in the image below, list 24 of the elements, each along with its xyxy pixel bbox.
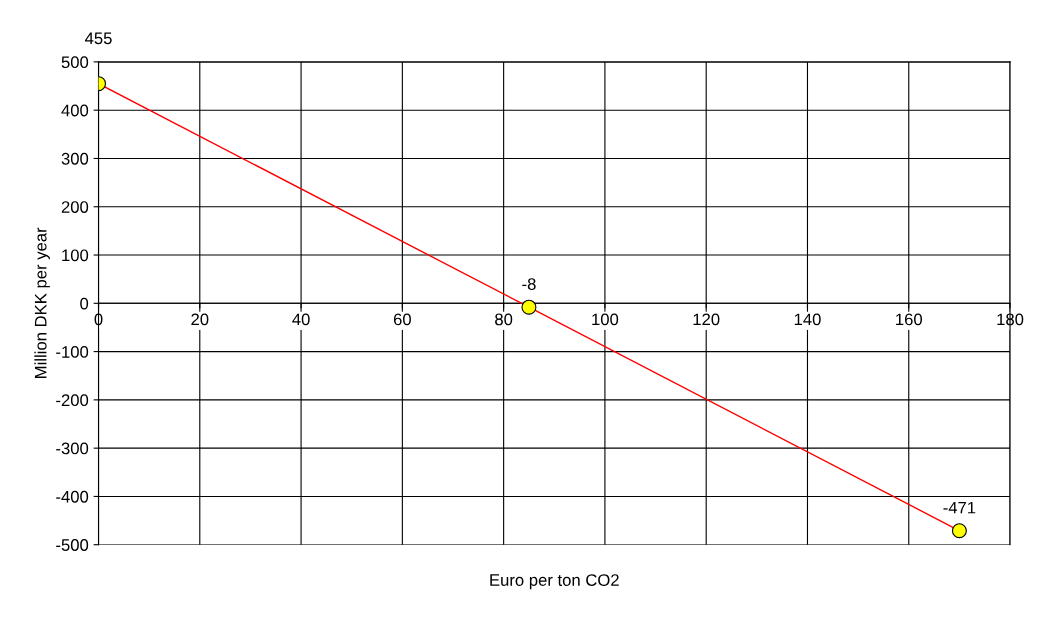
y-tick-label: -300 — [56, 442, 89, 455]
y-tick-label: -500 — [56, 539, 89, 551]
x-tick-label: 40 — [292, 313, 310, 326]
y-tick-label: -100 — [56, 345, 89, 358]
x-axis-title: Euro per ton CO2 — [490, 574, 619, 590]
y-tick-label: 300 — [61, 152, 89, 165]
y-tick-label: 500 — [61, 56, 89, 69]
x-tick-label: 80 — [495, 313, 513, 326]
y-tick-label: 0 — [80, 297, 89, 310]
x-tick-label: 160 — [896, 313, 923, 326]
data-label: 455 — [85, 32, 112, 45]
y-tick-label: 400 — [61, 104, 89, 117]
y-tick-label: -400 — [56, 490, 89, 503]
y-tick-label: 200 — [61, 201, 89, 213]
x-tick-label: 60 — [393, 313, 411, 326]
data-label: -471 — [943, 501, 976, 514]
y-tick-label: -200 — [56, 394, 89, 407]
y-axis-title: Million DKK per year — [34, 227, 50, 378]
x-tick-label: 100 — [592, 313, 619, 326]
x-tick-label: 140 — [794, 313, 821, 326]
x-tick-label: 120 — [693, 313, 720, 326]
x-tick-label: 20 — [191, 313, 209, 326]
y-tick-label: 100 — [62, 249, 89, 262]
data-label: -8 — [522, 278, 536, 290]
